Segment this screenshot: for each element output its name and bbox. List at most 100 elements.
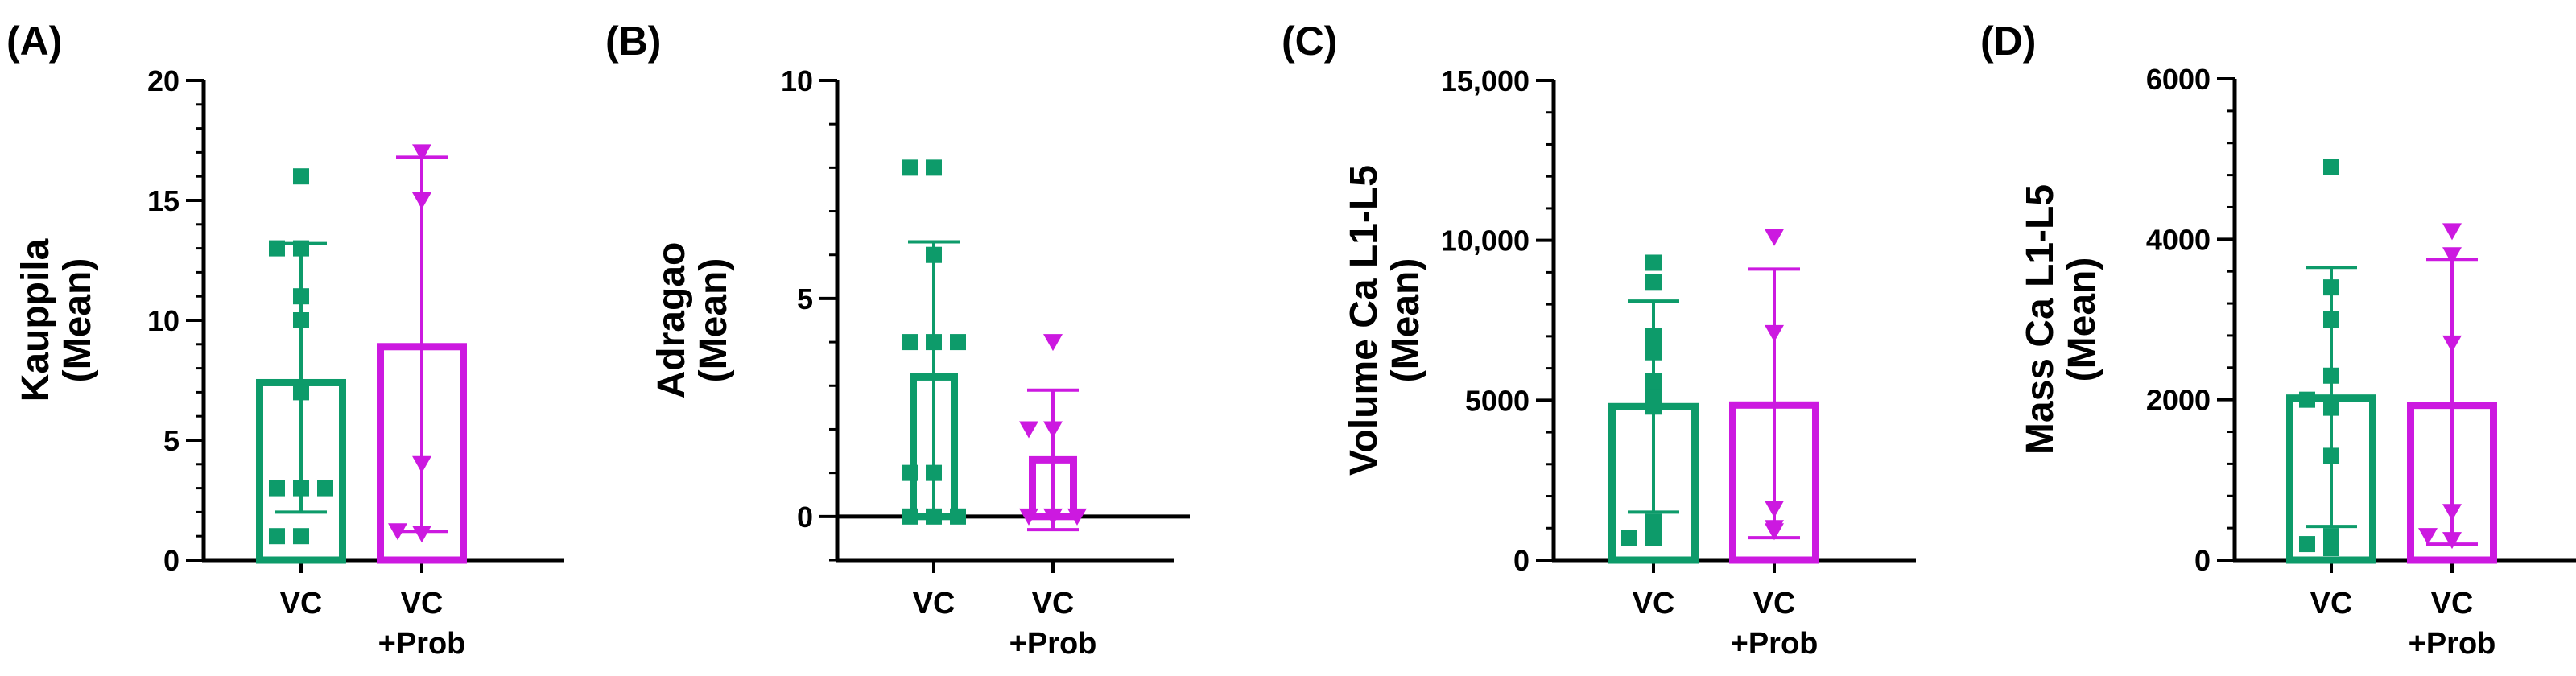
data-point <box>2323 159 2339 175</box>
panel-label: (C) <box>1282 19 1337 64</box>
data-point <box>269 240 285 257</box>
data-point <box>1765 324 1784 342</box>
data-point <box>1043 508 1063 526</box>
data-point <box>2323 447 2339 464</box>
y-tick-label: 0 <box>797 501 813 534</box>
y-tick-label: 2000 <box>2146 384 2211 417</box>
data-point <box>293 480 309 497</box>
data-point <box>926 464 942 481</box>
y-axis-title-line-1: Volume Ca L1-L5 <box>1343 165 1385 476</box>
data-point <box>902 508 918 525</box>
data-point <box>293 528 309 545</box>
y-tick-label: 10 <box>781 64 813 97</box>
y-axis-title-line-2: (Mean) <box>692 258 735 383</box>
y-tick-label: 5000 <box>1465 384 1530 417</box>
data-point <box>1645 513 1662 530</box>
data-point <box>2442 223 2462 241</box>
data-point <box>2418 528 2438 546</box>
data-point <box>412 526 431 543</box>
data-point <box>1043 421 1063 439</box>
chart-panel-2: (B) Adragao (Mean) 0 5 10 VC VC +Prob <box>605 19 1190 661</box>
data-point <box>2299 536 2315 553</box>
data-point <box>2323 311 2339 328</box>
data-point <box>317 480 333 497</box>
x-category-label: +Prob <box>2409 627 2496 661</box>
chart-panel-1: (A) Kauppila (Mean) 0 5 10 15 20 VC VC +Prob <box>6 19 564 661</box>
data-point <box>293 312 309 328</box>
data-point <box>902 464 918 481</box>
data-point <box>293 384 309 401</box>
y-axis-title-line-2: (Mean) <box>2061 258 2103 382</box>
data-point <box>2323 528 2339 545</box>
data-point <box>2299 391 2315 408</box>
y-tick-label: 20 <box>147 64 180 97</box>
data-point <box>2442 532 2462 550</box>
data-point <box>293 240 309 257</box>
y-tick-label: 0 <box>1513 544 1530 577</box>
panel-label: (B) <box>605 19 661 64</box>
data-point <box>1645 328 1662 344</box>
y-axis-title-line-1: Kauppila <box>14 238 57 402</box>
x-category-label: VC <box>2431 587 2474 620</box>
data-point <box>2323 279 2339 296</box>
data-point <box>2442 247 2462 265</box>
data-point <box>926 334 942 351</box>
x-category-label: VC <box>2310 587 2353 620</box>
data-point <box>2442 504 2462 521</box>
data-point <box>1043 334 1063 352</box>
data-point <box>926 508 942 525</box>
data-point <box>902 334 918 351</box>
x-category-label: VC <box>913 587 956 620</box>
y-axis-title-line-1: Adragao <box>650 242 693 399</box>
chart-panel-4: (D) Mass Ca L1-L5 (Mean) 0 2000 4000 6000 VC VC +… <box>1980 19 2576 661</box>
data-point <box>293 168 309 185</box>
data-point <box>1621 530 1637 546</box>
chart-panel-3: (C) Volume Ca L1-L5 (Mean) 0 5000 10,000 15,00… <box>1282 19 1916 661</box>
y-tick-label: 5 <box>163 424 180 457</box>
data-point <box>1645 530 1662 546</box>
data-point <box>293 288 309 305</box>
data-point <box>2442 335 2462 352</box>
x-category-label: +Prob <box>1731 627 1818 661</box>
data-point <box>412 192 431 209</box>
panel-label: (A) <box>6 19 62 64</box>
y-axis-title-line-1: Mass Ca L1-L5 <box>2019 184 2062 455</box>
y-tick-label: 4000 <box>2146 223 2211 256</box>
y-axis-title-line-2: (Mean) <box>1385 258 1427 383</box>
data-point <box>2323 399 2339 416</box>
data-point <box>1645 385 1662 402</box>
data-point <box>926 246 942 263</box>
data-point <box>950 334 966 351</box>
x-category-label: VC <box>401 587 444 620</box>
x-category-label: VC <box>1032 587 1075 620</box>
x-category-label: VC <box>280 587 323 620</box>
x-category-label: VC <box>1753 587 1796 620</box>
data-point <box>388 523 407 541</box>
y-tick-label: 6000 <box>2146 63 2211 96</box>
data-point <box>1645 398 1662 415</box>
y-tick-label: 0 <box>2194 544 2211 577</box>
data-point <box>1765 229 1784 246</box>
data-point <box>1067 508 1087 526</box>
x-category-label: VC <box>1633 587 1675 620</box>
y-tick-label: 15 <box>147 184 180 217</box>
data-point <box>269 480 285 497</box>
data-point <box>1019 508 1038 526</box>
data-point <box>950 508 966 525</box>
data-point <box>1645 274 1662 291</box>
data-point <box>1645 254 1662 271</box>
data-point <box>926 159 942 176</box>
data-point <box>2323 367 2339 384</box>
data-point <box>1645 373 1662 390</box>
data-point <box>1765 520 1784 538</box>
data-point <box>1645 344 1662 361</box>
data-point <box>412 144 431 162</box>
x-category-label: +Prob <box>378 627 466 661</box>
data-point <box>902 159 918 176</box>
data-point <box>412 455 431 473</box>
y-tick-label: 0 <box>163 544 180 577</box>
x-category-label: +Prob <box>1009 627 1097 661</box>
y-tick-label: 15,000 <box>1441 64 1530 97</box>
data-point <box>269 528 285 545</box>
